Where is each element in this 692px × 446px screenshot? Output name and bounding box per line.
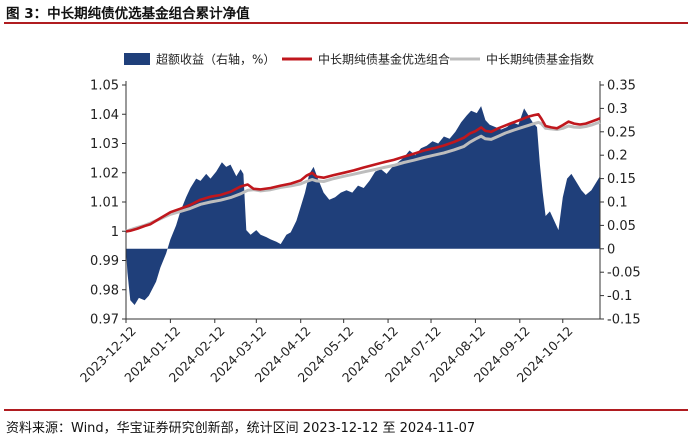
y-left-tick-label: 1.01: [90, 196, 119, 211]
y-left-tick-label: 1.04: [90, 108, 119, 123]
figure-title: 图 3：中长期纯债优选基金组合累计净值: [6, 6, 250, 22]
y-left-tick-label: 1: [111, 225, 119, 240]
bottom-rule: [4, 409, 688, 411]
y-right-tick-label: 0.05: [607, 219, 636, 234]
y-right-tick-label: 0.2: [607, 149, 628, 164]
y-right-tick-label: -0.05: [607, 266, 641, 281]
y-left-tick-label: 1.05: [90, 79, 119, 94]
series-portfolio-line: [125, 113, 601, 233]
y-left-tick-label: 0.97: [90, 313, 119, 328]
legend-label: 中长期纯债基金优选组合: [318, 52, 450, 67]
legend-label: 超额收益（右轴，%）: [156, 52, 275, 67]
chart: 0.97 0.98 0.99 1 1.01 1.02 1.03 1.04 1.05 -0.15 -0…: [77, 52, 641, 386]
y-right-tick-label: 0.15: [607, 172, 636, 187]
line-layer: [125, 113, 601, 233]
y-left-tick-label: 1.03: [90, 137, 119, 152]
y-left-tick-label: 0.98: [90, 283, 119, 298]
legend-label: 中长期纯债基金指数: [486, 52, 594, 67]
y-right-tick-label: -0.1: [607, 289, 632, 304]
y-right-tick-label: 0: [607, 242, 615, 257]
y-right-tick-label: 0.3: [607, 102, 628, 117]
y-left-tick-label: 1.02: [90, 166, 119, 181]
legend-swatch-excess: [124, 53, 150, 65]
y-right-tick-label: 0.25: [607, 125, 636, 140]
y-right-tick-label: -0.15: [607, 313, 641, 328]
source-note: 资料来源：Wind，华宝证券研究创新部，统计区间 2023-12-12 至 20…: [6, 421, 476, 436]
y-right-tick-label: 0.1: [607, 196, 628, 211]
y-left-tick-label: 0.99: [90, 254, 119, 269]
title-rule: [4, 22, 688, 24]
excess-area-layer: [126, 106, 600, 305]
y-right-tick-label: 0.35: [607, 79, 636, 94]
series-excess-area: [126, 106, 600, 305]
series-index-line: [125, 120, 601, 233]
legend: 超额收益（右轴，%） 中长期纯债基金优选组合 中长期纯债基金指数: [124, 52, 594, 67]
